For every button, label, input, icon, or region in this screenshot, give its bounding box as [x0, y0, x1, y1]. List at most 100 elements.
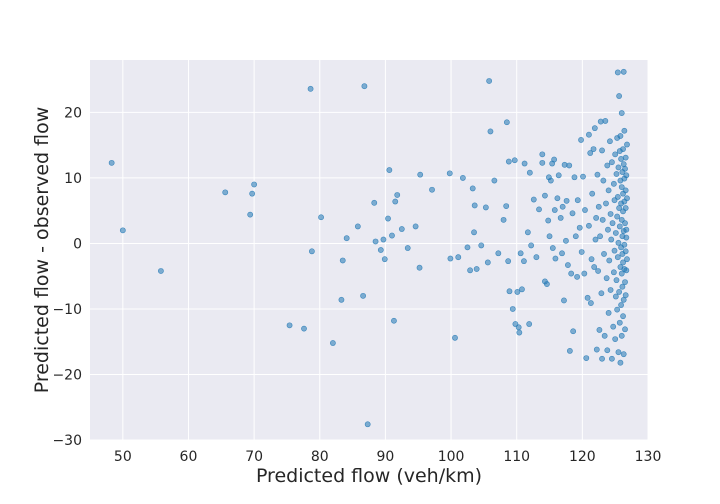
data-point: [563, 197, 570, 204]
x-tick-labels: 50 60 70 80 90 100 110 120 130: [114, 449, 661, 465]
data-point: [614, 254, 621, 261]
data-point: [615, 239, 622, 246]
data-point: [301, 325, 307, 332]
data-point: [605, 187, 612, 194]
data-point: [524, 229, 531, 236]
data-point: [598, 290, 605, 297]
data-point: [566, 347, 573, 354]
x-tick-label: 90: [376, 449, 394, 465]
data-point: [486, 78, 493, 84]
data-point: [614, 194, 621, 200]
data-point: [551, 207, 558, 213]
data-point: [612, 151, 619, 158]
data-point: [618, 184, 625, 191]
data-point: [609, 220, 616, 227]
data-point: [576, 224, 583, 231]
data-point: [620, 313, 626, 320]
data-point: [600, 177, 607, 184]
data-point: [614, 69, 621, 76]
data-point: [622, 187, 629, 194]
data-point: [308, 248, 315, 255]
data-point: [581, 270, 588, 277]
data-point: [157, 268, 164, 274]
data-point: [614, 306, 621, 313]
data-point: [491, 177, 498, 184]
data-point: [587, 150, 594, 156]
data-point: [574, 197, 581, 204]
data-point: [622, 165, 628, 172]
data-point: [249, 190, 256, 197]
data-point: [606, 257, 613, 264]
data-point: [618, 270, 625, 277]
data-point: [608, 236, 615, 243]
data-point: [617, 133, 624, 139]
data-point: [622, 205, 629, 211]
data-point: [623, 234, 630, 241]
data-point: [416, 264, 423, 271]
data-point: [587, 300, 594, 306]
x-tick-label: 110: [503, 449, 530, 465]
data-point: [500, 216, 507, 223]
data-point: [601, 332, 608, 339]
data-point: [530, 196, 537, 203]
data-point: [617, 359, 624, 366]
data-point: [578, 137, 584, 143]
data-point: [624, 141, 630, 148]
data-point: [624, 195, 630, 202]
data-point: [620, 351, 627, 358]
data-point: [452, 334, 458, 341]
data-point: [593, 346, 600, 353]
data-point: [590, 146, 597, 153]
data-point: [624, 256, 630, 263]
data-point: [536, 206, 542, 213]
data-point: [597, 233, 603, 240]
data-point: [516, 329, 523, 336]
data-point: [599, 216, 606, 223]
data-point: [385, 215, 391, 222]
data-point: [571, 174, 578, 181]
data-point: [614, 213, 621, 220]
data-point: [455, 254, 462, 261]
data-point: [338, 296, 345, 303]
y-axis-label: Predicted flow - observed flow: [31, 107, 53, 394]
data-point: [371, 199, 378, 206]
data-point: [381, 256, 388, 263]
data-point: [622, 292, 629, 299]
data-point: [620, 146, 626, 153]
data-point: [318, 214, 324, 221]
data-point: [586, 131, 592, 138]
x-tick-label: 50: [114, 449, 132, 465]
data-point: [610, 323, 617, 330]
data-point: [429, 186, 435, 193]
data-point: [613, 277, 620, 284]
data-point: [517, 250, 524, 257]
data-point: [612, 293, 619, 300]
data-point: [484, 259, 491, 266]
data-point: [572, 233, 579, 240]
data-point: [521, 160, 528, 167]
data-point: [615, 349, 622, 356]
data-point: [563, 237, 569, 244]
data-point: [593, 214, 600, 221]
data-point: [495, 250, 502, 257]
data-points: [108, 68, 630, 428]
data-point: [595, 203, 602, 210]
data-point: [511, 157, 518, 164]
data-point: [620, 259, 626, 266]
data-point: [386, 167, 393, 173]
data-point: [610, 180, 617, 187]
y-tick-label: 10: [64, 171, 82, 187]
data-point: [622, 154, 629, 161]
data-point: [417, 171, 424, 178]
data-point: [343, 235, 350, 242]
data-point: [603, 200, 609, 207]
data-point: [610, 269, 617, 276]
data-point: [604, 347, 611, 354]
data-point: [446, 170, 453, 177]
data-point: [596, 327, 603, 333]
data-point: [618, 110, 625, 116]
data-point: [568, 270, 575, 277]
data-point: [615, 164, 622, 171]
y-tick-label: −30: [52, 433, 82, 449]
